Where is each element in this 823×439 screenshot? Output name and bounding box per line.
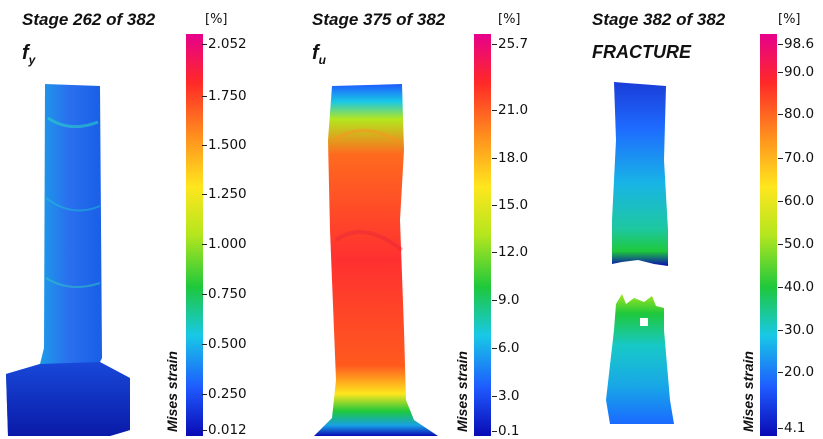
stage-title: Stage 375 of 382 [312, 10, 446, 29]
stage-title: Stage 262 of 382 [22, 10, 156, 29]
panel-stage-262: Stage 262 of 382 fy [%] [0, 0, 274, 439]
colorbar [474, 34, 491, 436]
tick-label: 0.1 [491, 423, 520, 439]
tick-label: 2.052 [202, 36, 247, 52]
axis-label: Mises strain [454, 351, 470, 432]
yield-label: fy [22, 42, 35, 67]
panel-stage-375: Stage 375 of 382 fu [%] 25.7 [274, 0, 548, 439]
tick-label: 6.0 [491, 340, 520, 356]
tick-label: 3.0 [491, 388, 520, 404]
tick-label: 4.1 [777, 420, 806, 436]
fracture-label: FRACTURE [592, 42, 691, 62]
tick-label: 12.0 [491, 244, 529, 260]
unit-label: [%] [778, 12, 801, 27]
tick-label: 0.012 [202, 422, 247, 438]
axis-label: Mises strain [164, 351, 180, 432]
label-sub: u [318, 53, 327, 67]
tick-label: 1.500 [202, 137, 247, 153]
tick-label: 30.0 [777, 322, 815, 338]
tick-label: 70.0 [777, 150, 815, 166]
tick-label: 1.250 [202, 186, 247, 202]
specimen-strain-map [6, 84, 130, 436]
tick-label: 40.0 [777, 279, 815, 295]
specimen-strain-map [314, 84, 438, 436]
colorbar [760, 34, 777, 436]
stage-title: Stage 382 of 382 [592, 10, 726, 29]
tick-label: 98.6 [777, 36, 815, 52]
tick-label: 60.0 [777, 193, 815, 209]
label-main: f [312, 42, 319, 64]
specimen-lower-fragment [606, 294, 674, 424]
unit-label: [%] [498, 12, 521, 27]
tick-label: 90.0 [777, 64, 815, 80]
label-main: f [22, 42, 29, 64]
axis-label: Mises strain [740, 351, 756, 432]
tick-label: 21.0 [491, 102, 529, 118]
tick-label: 0.500 [202, 336, 247, 352]
tick-label: 50.0 [777, 236, 815, 252]
tick-label: 0.250 [202, 386, 247, 402]
colorbar [186, 34, 203, 436]
tick-label: 20.0 [777, 364, 815, 380]
tick-label: 25.7 [491, 36, 529, 52]
tick-label: 1.750 [202, 88, 247, 104]
tick-label: 9.0 [491, 292, 520, 308]
tick-label: 1.000 [202, 236, 247, 252]
unit-label: [%] [205, 12, 228, 27]
label-sub: y [28, 53, 36, 67]
ultimate-label: fu [312, 42, 326, 67]
tick-label: 18.0 [491, 150, 529, 166]
specimen-upper-fragment [612, 82, 668, 266]
panel-stage-382: Stage 382 of 382 FRACTURE [%] [548, 0, 822, 439]
tick-label: 15.0 [491, 197, 529, 213]
tick-label: 80.0 [777, 106, 815, 122]
tick-label: 0.750 [202, 286, 247, 302]
